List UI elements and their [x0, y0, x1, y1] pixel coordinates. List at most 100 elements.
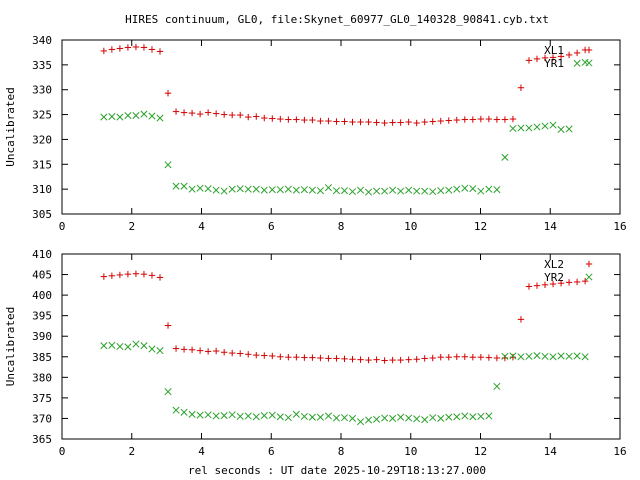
point-yr2: [292, 410, 300, 418]
point-yr1-d2: [172, 182, 180, 190]
point-yr2: [204, 411, 212, 419]
point-yr1-d2: [533, 123, 541, 131]
point-yr1: [445, 186, 453, 194]
point-yr1: [292, 186, 300, 194]
point-yr2: [565, 352, 573, 360]
point-yr1: [356, 186, 365, 194]
point-yr1: [324, 184, 332, 192]
point-yr1: [493, 186, 501, 194]
point-yr2: [581, 353, 589, 361]
point-xl1: [549, 54, 557, 61]
point-yr1-d2: [244, 185, 252, 193]
point-yr2: [437, 414, 445, 422]
point-xl1: [140, 44, 148, 51]
point-yr1: [565, 125, 573, 133]
point-yr2: [549, 353, 557, 361]
point-yr1: [300, 186, 308, 194]
point-xl2: [172, 345, 180, 352]
point-xl2: [549, 280, 557, 288]
point-yr2: [469, 413, 477, 421]
point-yr2: [180, 408, 188, 416]
point-yr2: [461, 412, 469, 420]
point-yr1-d2: [405, 186, 413, 194]
point-xl2: [188, 346, 196, 353]
point-yr1-d2: [581, 58, 589, 66]
point-yr1-d2: [437, 187, 445, 195]
point-xl1: [485, 115, 493, 123]
point-yr1: [332, 187, 341, 195]
point-xl1: [196, 110, 204, 118]
point-yr2-d2: [348, 414, 357, 422]
point-xl2: [148, 272, 156, 279]
point-yr1: [437, 187, 445, 195]
point-yr1-d2: [525, 124, 533, 132]
point-yr1: [373, 187, 381, 195]
point-yr2-d2: [308, 413, 316, 421]
figure-title: HIRES continuum, GL0, file:Skynet_60977_…: [125, 13, 549, 26]
point-xl1: [172, 108, 180, 115]
point-yr1: [260, 186, 268, 194]
point-xl2: [365, 356, 372, 364]
point-yr1: [364, 188, 373, 196]
point-xl1: [373, 119, 380, 126]
point-yr2: [493, 382, 501, 390]
point-xl1: [349, 118, 356, 126]
point-yr2-d2: [549, 353, 557, 361]
point-yr2: [276, 413, 284, 421]
point-yr2: [453, 413, 461, 421]
point-yr1-d2: [573, 59, 581, 67]
point-yr1-d2: [364, 188, 373, 196]
x-tick-label: 10: [404, 445, 417, 458]
point-yr2-d2: [148, 345, 156, 353]
point-yr1: [236, 185, 244, 193]
point-xl1: [261, 114, 268, 122]
point-xl2: [445, 353, 452, 361]
point-xl2: [220, 349, 228, 356]
point-yr1: [477, 187, 485, 195]
point-yr1: [284, 185, 292, 193]
x-tick-label: 0: [59, 220, 66, 233]
legend-marker-yr2-d2: [585, 273, 593, 281]
point-yr1-d2: [557, 125, 565, 134]
point-yr2: [348, 414, 357, 422]
x-tick-label: 4: [198, 445, 205, 458]
point-xl1: [285, 116, 292, 123]
point-yr1: [108, 113, 116, 121]
point-xl2: [349, 356, 356, 363]
y-tick-label: 310: [32, 183, 52, 196]
point-xl1: [389, 119, 396, 126]
point-xl2: [373, 356, 380, 363]
point-xl2: [341, 355, 348, 363]
point-yr2-d2: [180, 408, 188, 416]
y-tick-label: 385: [32, 351, 52, 364]
point-yr1: [308, 186, 316, 194]
point-xl2: [180, 346, 188, 353]
point-xl2: [405, 356, 412, 363]
y-tick-label: 320: [32, 133, 52, 146]
point-xl1: [437, 117, 444, 125]
point-yr2: [356, 418, 365, 426]
point-xl2: [397, 356, 404, 364]
point-yr1: [525, 124, 533, 132]
point-yr2: [284, 414, 292, 422]
point-yr1: [252, 185, 260, 193]
point-yr2: [164, 388, 172, 396]
point-yr2-d2: [260, 412, 268, 420]
point-yr2-d2: [164, 388, 172, 396]
point-yr2: [477, 412, 485, 420]
point-xl1: [245, 113, 252, 121]
point-yr1-d2: [485, 185, 493, 193]
point-yr2: [212, 412, 220, 420]
point-yr1: [340, 187, 349, 195]
point-xl1: [188, 109, 196, 117]
point-xl1: [100, 47, 108, 55]
point-yr1-d2: [276, 186, 284, 194]
point-yr2-d2: [356, 418, 365, 426]
point-yr2-d2: [461, 412, 469, 420]
point-yr2-d2: [493, 382, 501, 390]
point-xl2: [453, 353, 460, 360]
point-yr2: [124, 343, 132, 351]
point-yr1: [405, 186, 413, 194]
point-xl2: [429, 354, 436, 362]
x-tick-label: 16: [613, 220, 626, 233]
